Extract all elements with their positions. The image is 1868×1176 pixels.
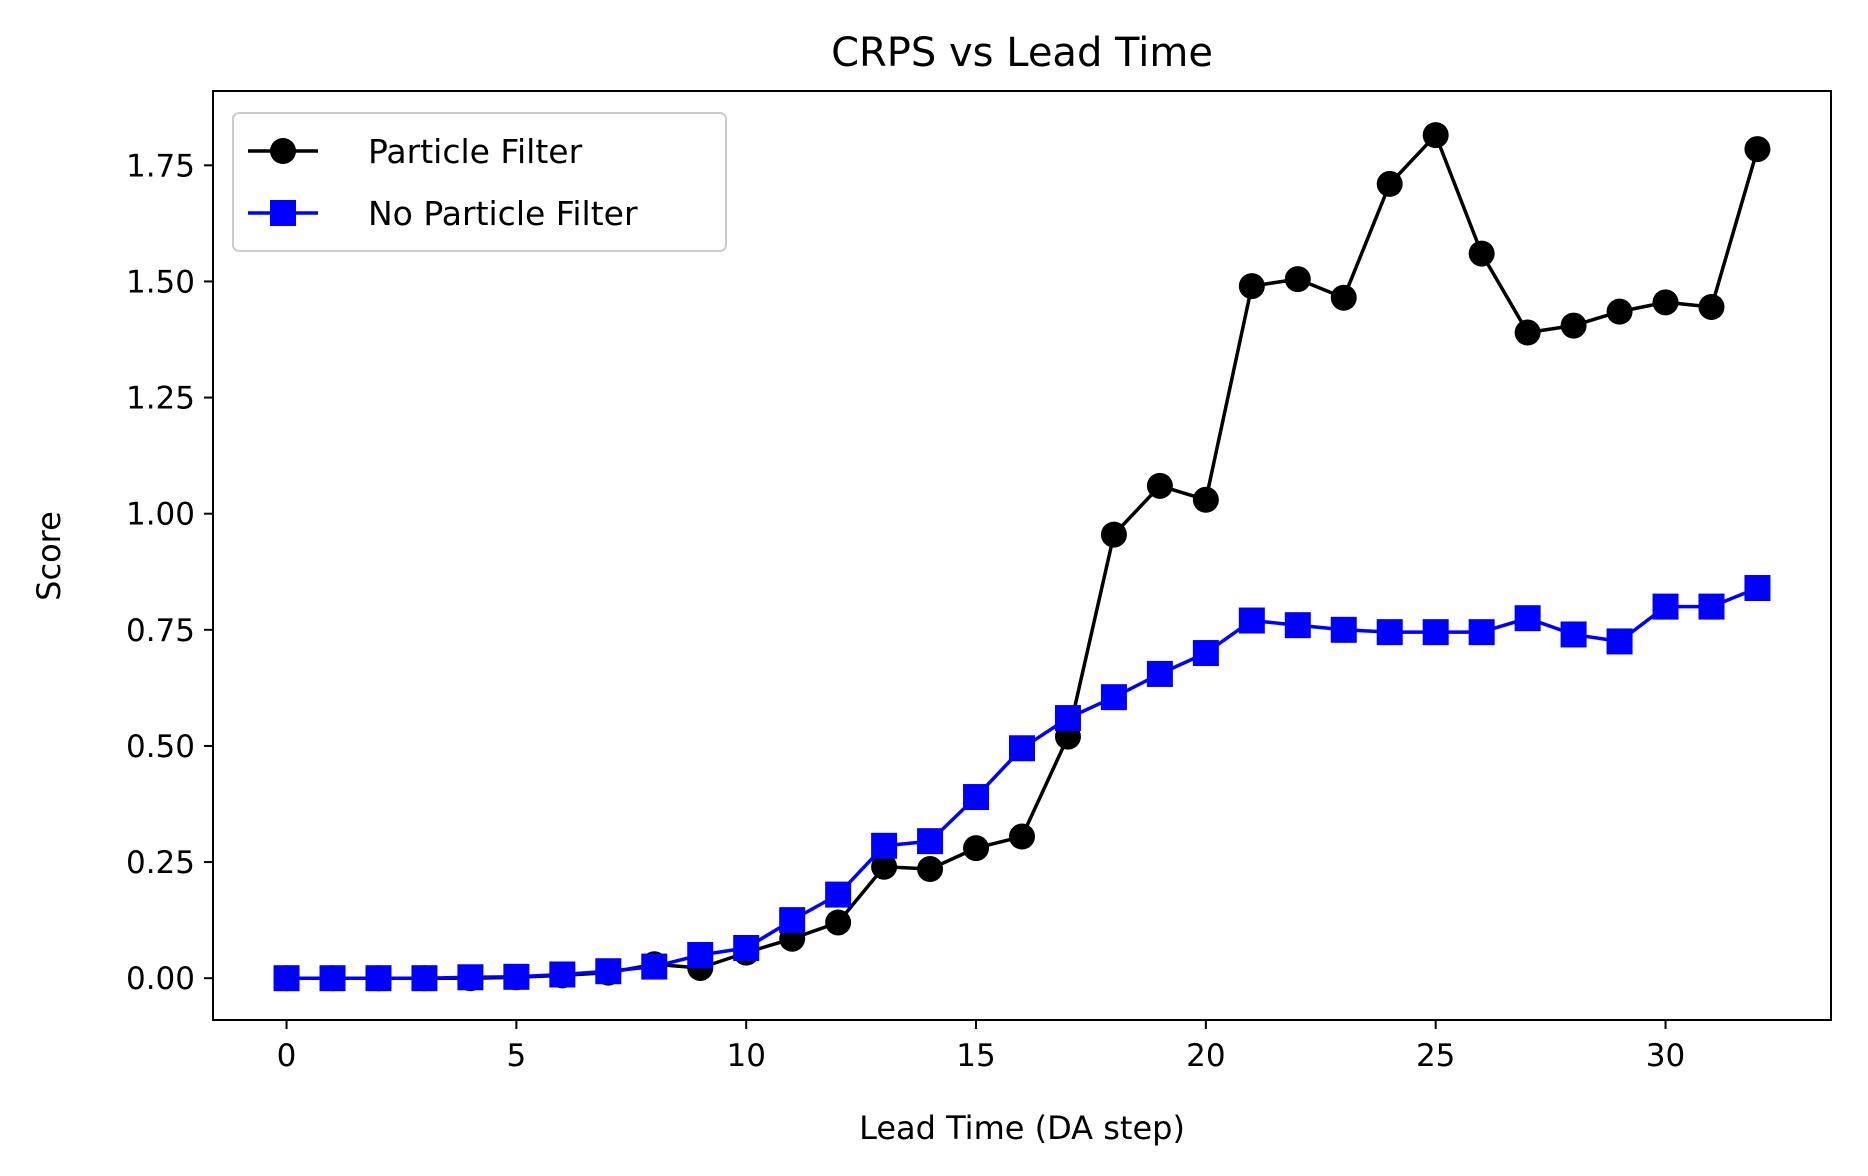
data-point [1606,298,1633,325]
data-point [319,965,346,992]
data-point [963,784,990,811]
data-point [1146,472,1173,499]
y-axis-label: Score [30,511,68,601]
data-point [1284,612,1311,639]
data-point [1698,593,1725,620]
data-point [1100,521,1127,548]
data-point [1652,289,1679,316]
data-point [871,832,898,859]
data-point [1560,312,1587,339]
legend-marker [270,138,296,164]
data-point [1560,621,1587,648]
x-tick-label: 30 [1646,1038,1685,1074]
plot-data [273,122,1771,992]
plot-frame [212,90,1832,1021]
data-point [1422,619,1449,646]
y-tick-label: 1.50 [126,264,195,300]
data-point [411,965,438,992]
data-point [733,935,760,962]
data-point [1744,575,1771,602]
y-tick-label: 1.75 [126,148,195,184]
x-axis-label: Lead Time (DA step) [859,1109,1185,1147]
data-point [1376,170,1403,197]
data-point [1146,660,1173,687]
data-point [1192,640,1219,667]
data-point [273,965,300,992]
data-point [1376,619,1403,646]
series-1 [273,575,1771,992]
data-point [1238,607,1265,634]
data-point [1100,684,1127,711]
data-point [1514,319,1541,346]
legend-item: Particle Filter [248,132,583,171]
data-point [917,856,944,883]
legend-marker [270,200,296,226]
data-point [1468,619,1495,646]
y-axis-ticks: 0.00 0.25 0.50 0.75 1.00 1.25 1.50 1.75 [126,148,213,997]
x-tick-label: 15 [956,1038,995,1074]
data-point [1422,122,1449,149]
data-point [1514,605,1541,632]
data-point [917,828,944,855]
x-tick-label: 25 [1416,1038,1455,1074]
data-point [503,963,530,990]
x-tick-label: 20 [1186,1038,1225,1074]
data-point [1652,593,1679,620]
y-tick-label: 1.00 [126,497,195,533]
data-point [1009,823,1035,850]
data-point [1744,136,1771,163]
data-point [825,881,852,908]
x-tick-label: 0 [277,1038,297,1074]
data-point [1330,616,1357,643]
data-point [641,953,668,980]
y-tick-label: 0.75 [126,613,195,649]
data-point [1330,284,1357,311]
data-point [1284,266,1311,293]
data-point [825,909,852,936]
y-tick-label: 0.50 [126,729,195,765]
y-tick-label: 0.00 [126,961,195,997]
legend: Particle Filter No Particle Filter [232,112,727,252]
data-point [1054,705,1081,732]
x-tick-label: 5 [507,1038,527,1074]
data-point [687,941,714,968]
x-tick-label: 10 [726,1038,765,1074]
data-point [457,964,484,991]
data-point [963,835,990,862]
data-point [549,961,576,988]
chart-title: CRPS vs Lead Time [831,30,1213,76]
data-point [779,907,806,934]
data-point [1606,628,1633,655]
y-tick-label: 0.25 [126,845,195,881]
data-point [365,965,392,992]
data-point [1192,486,1219,513]
data-point [1698,293,1725,320]
legend-item: No Particle Filter [248,194,638,233]
data-point [1468,240,1495,267]
data-point [1009,735,1035,762]
data-point [1238,273,1265,300]
data-point [871,853,898,880]
data-point [595,958,622,985]
legend-label: Particle Filter [368,132,583,171]
y-tick-label: 1.25 [126,381,195,417]
legend-box [232,112,727,252]
legend-label: No Particle Filter [368,194,638,233]
x-axis-ticks: 0 5 10 15 20 25 30 [277,1020,1685,1074]
